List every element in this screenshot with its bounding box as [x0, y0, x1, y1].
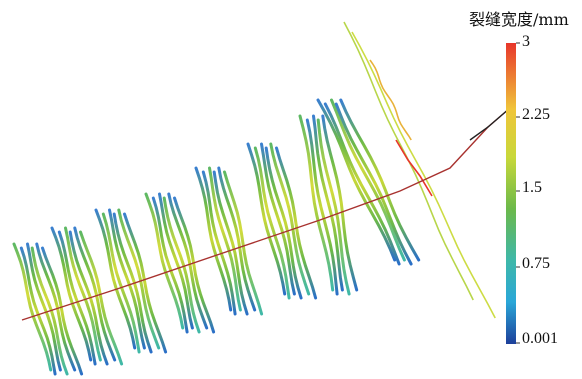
- fracture-strand: [212, 170, 249, 316]
- fracture-stage: [194, 166, 264, 316]
- fracture-strand: [194, 166, 233, 312]
- colorbar-tick-label: 0.75: [522, 255, 550, 272]
- colorbar-tick-label: 1.5: [522, 179, 542, 196]
- colorbar-tick-label: 3: [522, 33, 530, 50]
- colorbar-tick-label: 0.001: [522, 330, 558, 347]
- fracture-strand: [12, 242, 53, 372]
- fracture-strand: [26, 242, 62, 372]
- fracture-strand: [275, 146, 318, 300]
- fracture-strand: [334, 102, 413, 266]
- fracture-strand: [253, 146, 291, 300]
- wellbore-tip: [469, 107, 511, 141]
- fracture-strand: [167, 192, 209, 330]
- fracture-stage: [50, 226, 124, 366]
- fracture-strand-high: [395, 139, 433, 197]
- fracture-strand: [94, 208, 137, 350]
- fracture-stage: [246, 142, 318, 300]
- fracture-strand: [123, 212, 168, 354]
- colorbar-tick-marks: [516, 42, 520, 344]
- fracture-strand: [64, 226, 102, 362]
- colorbar-tick-label: 2.25: [522, 106, 550, 123]
- fracture-stages: [12, 21, 496, 376]
- fracture-strand: [316, 118, 351, 296]
- fracture-strand-thin: [351, 31, 496, 319]
- fracture-stage: [298, 114, 359, 296]
- wellbore-line: [21, 107, 511, 321]
- fracture-strand: [312, 114, 344, 292]
- fracture-strand: [330, 98, 406, 262]
- fracture-strand: [79, 230, 124, 366]
- fracture-stage: [316, 98, 421, 266]
- colorbar-title: 裂缝宽度/mm: [469, 10, 569, 29]
- fracture-strand: [50, 226, 93, 362]
- fracture-strand: [101, 212, 141, 354]
- fracture-strand: [19, 246, 57, 376]
- fracture-strand: [144, 192, 185, 330]
- fracture-strand: [57, 230, 97, 366]
- fracture-strand: [269, 142, 311, 296]
- fracture-stage: [144, 192, 216, 334]
- fracture-strand: [264, 146, 303, 300]
- fracture-strand: [117, 208, 161, 350]
- fracture-strand-thin: [369, 59, 412, 141]
- fracture-strand: [41, 246, 84, 376]
- colorbar: [506, 43, 516, 344]
- fracture-strand: [323, 102, 401, 266]
- fracture-strand: [223, 170, 264, 316]
- fracture-strand: [316, 98, 397, 262]
- fracture-strand: [173, 196, 216, 334]
- fracture-strand: [246, 142, 287, 296]
- fracture-strand: [158, 192, 194, 330]
- fracture-strand: [321, 114, 359, 292]
- fracture-stage: [12, 242, 84, 376]
- fracture-strand: [260, 142, 296, 296]
- fracture-strand: [339, 98, 421, 262]
- fracture-strand: [201, 170, 237, 316]
- fracture-strand: [108, 208, 146, 350]
- fracture-strand: [305, 118, 339, 296]
- fracture-strand: [217, 166, 257, 312]
- fracture-strand: [73, 226, 117, 362]
- fracture-strand: [162, 196, 201, 334]
- fracture-strand: [298, 114, 335, 292]
- fracture-strand: [151, 196, 189, 334]
- fracture-stage: [94, 208, 168, 354]
- fracture-strand: [35, 242, 77, 372]
- fracture-strand: [208, 166, 242, 312]
